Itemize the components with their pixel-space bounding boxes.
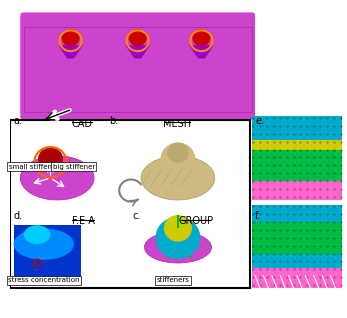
Text: small stiffener: small stiffener: [9, 164, 59, 170]
Text: a.: a.: [14, 116, 23, 127]
Text: big stiffener: big stiffener: [53, 164, 95, 170]
Ellipse shape: [141, 156, 215, 200]
FancyBboxPatch shape: [252, 116, 342, 200]
Text: CAD: CAD: [72, 119, 93, 129]
Text: b.: b.: [109, 116, 118, 127]
Polygon shape: [191, 244, 205, 247]
Text: f.: f.: [255, 211, 261, 221]
Text: d.: d.: [14, 211, 23, 221]
Ellipse shape: [24, 225, 51, 244]
FancyBboxPatch shape: [10, 120, 250, 288]
FancyBboxPatch shape: [252, 181, 342, 200]
Polygon shape: [154, 244, 164, 247]
Text: GROUP: GROUP: [178, 216, 213, 226]
Polygon shape: [190, 45, 213, 58]
Polygon shape: [166, 252, 171, 258]
FancyBboxPatch shape: [14, 225, 81, 285]
FancyBboxPatch shape: [20, 12, 255, 120]
Circle shape: [161, 143, 195, 175]
Text: F.E A: F.E A: [72, 216, 95, 226]
FancyBboxPatch shape: [252, 149, 342, 181]
Text: MESH: MESH: [163, 119, 191, 129]
Text: c.: c.: [133, 211, 141, 221]
FancyBboxPatch shape: [252, 268, 342, 288]
Text: stiffeners: stiffeners: [156, 277, 189, 283]
Text: e.: e.: [255, 116, 264, 127]
Circle shape: [156, 217, 200, 258]
Ellipse shape: [14, 228, 74, 260]
Polygon shape: [126, 45, 150, 58]
Circle shape: [39, 148, 62, 170]
FancyBboxPatch shape: [252, 222, 342, 253]
Polygon shape: [24, 27, 252, 112]
Circle shape: [62, 30, 79, 45]
Polygon shape: [59, 45, 82, 58]
Text: stress concentration: stress concentration: [8, 277, 79, 283]
FancyBboxPatch shape: [252, 140, 342, 149]
Circle shape: [164, 216, 191, 241]
Circle shape: [193, 30, 210, 45]
Polygon shape: [185, 252, 193, 258]
Circle shape: [168, 143, 188, 162]
Ellipse shape: [20, 156, 94, 200]
FancyBboxPatch shape: [252, 205, 342, 288]
Circle shape: [129, 30, 146, 45]
Ellipse shape: [144, 232, 211, 263]
